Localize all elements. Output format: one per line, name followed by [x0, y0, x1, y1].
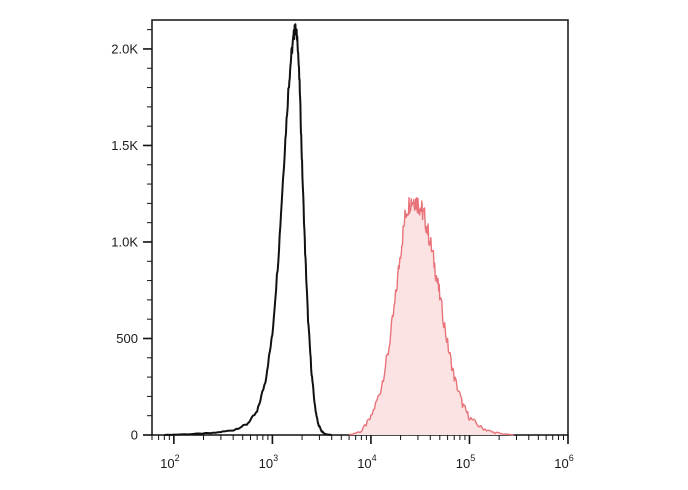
y-tick-labels: 0 500 1.0K 1.5K 2.0K [111, 41, 138, 442]
y-tick-label: 0 [131, 428, 138, 443]
plot-frame [151, 19, 569, 436]
x-tick-label-base: 10 [160, 456, 174, 471]
x-tick-label-exponent: 6 [569, 453, 574, 463]
series-1-area [349, 197, 514, 435]
series-layer [164, 23, 514, 436]
x-tick-label-base: 10 [456, 456, 470, 471]
x-tick-label: 105 [456, 453, 475, 471]
x-tick-label: 106 [554, 453, 573, 471]
x-tick-label-base: 10 [259, 456, 273, 471]
x-tick-labels: 102 103 104 105 106 [160, 453, 574, 471]
x-tick-label-exponent: 3 [273, 453, 278, 463]
x-tick-label-base: 10 [554, 456, 568, 471]
x-tick-label: 104 [357, 453, 376, 471]
y-tick-label: 500 [116, 331, 138, 346]
y-tick-label: 2.0K [111, 41, 138, 56]
y-tick-label: 1.5K [111, 138, 138, 153]
x-tick-label-exponent: 2 [175, 453, 180, 463]
y-tick-label: 1.0K [111, 234, 138, 249]
series-0-line [164, 23, 333, 436]
x-tick-label-base: 10 [357, 456, 371, 471]
series-1-outline [348, 197, 514, 436]
x-tick-label: 103 [259, 453, 278, 471]
x-tick-label-exponent: 5 [470, 453, 475, 463]
axis-layer [143, 29, 569, 444]
x-tick-label: 102 [160, 453, 179, 471]
x-tick-label-exponent: 4 [372, 453, 377, 463]
